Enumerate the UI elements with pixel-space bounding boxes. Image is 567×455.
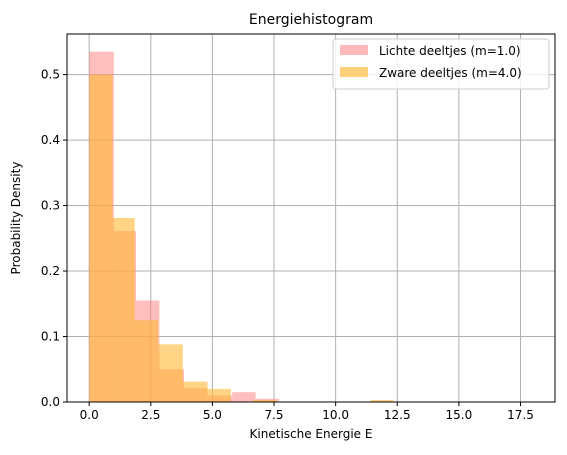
y-tick-label: 0.2 <box>41 264 60 278</box>
bar-heavy <box>134 320 159 402</box>
y-tick-label: 0.3 <box>41 199 60 213</box>
x-axis-label: Kinetische Energie E <box>250 427 373 441</box>
bar-heavy <box>89 74 113 402</box>
chart-title: Energiehistogram <box>249 12 373 28</box>
legend-swatch-light <box>340 45 368 55</box>
bar-heavy <box>207 388 231 402</box>
x-tick-label: 2.5 <box>141 408 160 422</box>
y-axis-label: Probability Density <box>9 162 23 275</box>
bar-light <box>232 392 256 402</box>
axes-frame <box>66 33 556 403</box>
x-tick-label: 5.0 <box>203 408 222 422</box>
bars-layer <box>89 51 394 402</box>
y-tick-label: 0.0 <box>41 395 60 409</box>
x-tick-label: 0.0 <box>80 408 99 422</box>
bar-heavy <box>370 400 394 402</box>
bar-heavy <box>253 400 277 402</box>
bar-heavy <box>158 344 183 402</box>
legend: Lichte deeltjes (m=1.0) Zware deeltjes (… <box>332 38 550 90</box>
y-ticks: 0.0 0.1 0.2 0.3 0.4 0.5 <box>41 68 67 409</box>
y-tick-label: 0.4 <box>41 133 60 147</box>
legend-label-light: Lichte deeltjes (m=1.0) <box>379 44 521 58</box>
x-tick-label: 15.0 <box>446 408 473 422</box>
legend-swatch-heavy <box>340 67 368 77</box>
legend-label-heavy: Zware deeltjes (m=4.0) <box>379 66 522 80</box>
x-tick-label: 7.5 <box>264 408 283 422</box>
x-tick-label: 12.5 <box>384 408 411 422</box>
y-tick-label: 0.1 <box>41 330 60 344</box>
bar-heavy <box>112 218 135 402</box>
legend-box <box>332 38 550 90</box>
x-ticks: 0.0 2.5 5.0 7.5 10.0 12.5 15.0 17.5 <box>80 402 534 422</box>
bar-heavy <box>182 381 208 402</box>
x-tick-label: 17.5 <box>507 408 534 422</box>
y-tick-label: 0.5 <box>41 68 60 82</box>
x-tick-label: 10.0 <box>322 408 349 422</box>
